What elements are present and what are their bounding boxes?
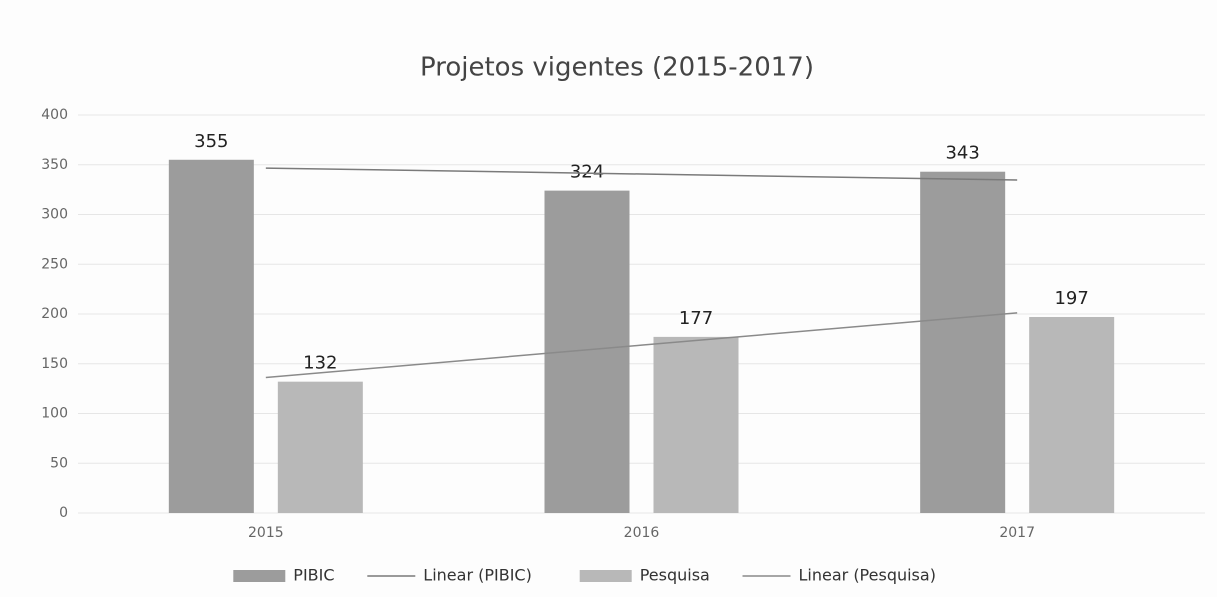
data-label: 132 — [303, 353, 337, 374]
bar — [920, 171, 1006, 513]
y-tick-label: 300 — [41, 207, 68, 223]
x-tick-label: 2015 — [248, 525, 284, 541]
bar — [168, 159, 254, 513]
y-tick-label: 250 — [41, 256, 68, 272]
data-label: 324 — [570, 162, 604, 183]
chart-title: Projetos vigentes (2015-2017) — [420, 53, 814, 83]
x-tick-label: 2016 — [624, 525, 660, 541]
trendline — [265, 167, 1018, 181]
y-tick-label: 0 — [59, 505, 68, 521]
y-tick-label: 400 — [41, 107, 68, 123]
legend-swatch — [233, 570, 286, 582]
y-tick-label: 350 — [41, 157, 68, 173]
y-tick-label: 100 — [41, 406, 68, 422]
data-label: 355 — [194, 131, 228, 152]
data-label: 177 — [679, 308, 713, 329]
legend-swatch — [579, 570, 632, 582]
legend-label: Pesquisa — [640, 566, 710, 585]
y-tick-label: 200 — [41, 306, 68, 322]
bar — [277, 381, 363, 513]
legend-label: Linear (PIBIC) — [423, 566, 532, 585]
bar — [653, 336, 739, 513]
data-label: 197 — [1054, 288, 1088, 309]
legend-label: PIBIC — [293, 566, 334, 585]
x-tick-label: 2017 — [999, 525, 1035, 541]
y-tick-label: 50 — [50, 455, 68, 471]
data-label: 343 — [945, 143, 979, 164]
trendline — [265, 312, 1018, 379]
bar — [1029, 316, 1115, 513]
legend-label: Linear (Pesquisa) — [799, 566, 936, 585]
y-tick-label: 150 — [41, 356, 68, 372]
